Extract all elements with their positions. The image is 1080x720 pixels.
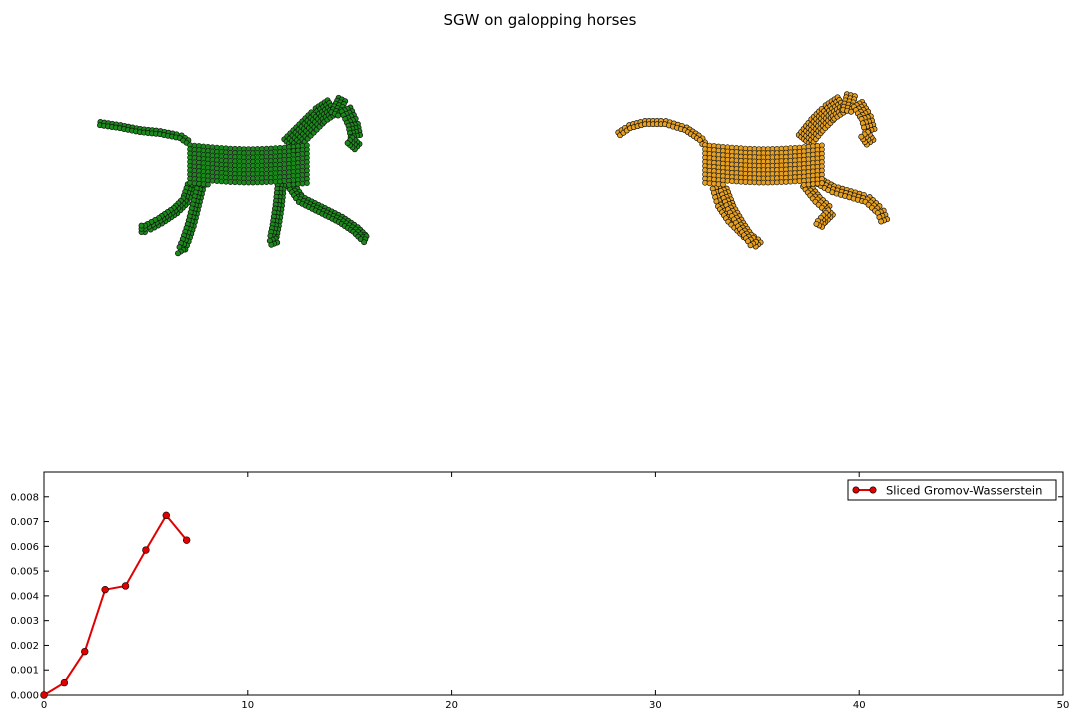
data-point [182, 536, 191, 544]
sgw-line-chart: 0 10 20 30 40 50 0.0000.0010.0020.0030.0040.0… [10, 471, 1070, 711]
horse-point [304, 180, 310, 186]
source-horse-points [97, 94, 370, 257]
horse-point [175, 250, 181, 257]
data-point [101, 585, 109, 594]
y-tick-label: 0.002 [10, 641, 39, 652]
x-tick-label: 40 [853, 700, 866, 711]
figure-title: SGW on galopping horses [443, 11, 637, 29]
y-tick-label: 0.007 [10, 517, 39, 528]
horse-point [138, 222, 145, 229]
y-tick-label: 0.004 [10, 591, 39, 602]
x-tick-label: 0 [41, 700, 47, 711]
legend: Sliced Gromov-Wasserstein [847, 479, 1057, 501]
data-point [121, 582, 130, 590]
horse-point [878, 218, 885, 225]
plot-frame [43, 471, 1064, 696]
horse-point [819, 180, 825, 186]
data-point [81, 647, 89, 656]
series-line [43, 513, 188, 696]
horse-point [848, 108, 855, 115]
y-axis: 0.000 0.001 0.002 0.003 0.004 0.005 0.006 0.007… [10, 492, 1063, 702]
horse-point [720, 181, 726, 188]
target-horse-points [615, 91, 891, 250]
y-tick-label: 0.008 [10, 492, 39, 503]
data-point [142, 546, 150, 554]
y-tick-label: 0.005 [10, 567, 39, 578]
horse-point [858, 133, 865, 140]
x-tick-label: 50 [1057, 700, 1070, 711]
x-axis: 0 10 20 30 40 50 [41, 472, 1070, 711]
y-tick-label: 0.001 [10, 666, 39, 677]
y-tick-label: 0.006 [10, 542, 39, 553]
horse-point [747, 242, 754, 249]
source-horse-scatter [97, 94, 370, 257]
legend-box [847, 479, 1057, 501]
data-point [162, 511, 170, 520]
series-layer [40, 511, 191, 699]
data-point [40, 691, 48, 699]
y-tick-label: 0.000 [10, 691, 39, 702]
horse-point [813, 220, 820, 227]
horse-point [344, 140, 351, 146]
x-tick-label: 30 [649, 700, 662, 711]
legend-marker-right [869, 486, 877, 494]
x-tick-label: 20 [445, 700, 458, 711]
horse-point [205, 181, 211, 188]
legend-label: Sliced Gromov-Wasserstein [886, 484, 1042, 498]
target-horse-scatter [615, 91, 891, 250]
horse-point [361, 239, 368, 246]
x-tick-label: 10 [241, 700, 254, 711]
legend-marker-left [852, 486, 860, 494]
y-tick-label: 0.003 [10, 616, 39, 627]
horse-point [268, 241, 275, 248]
data-point [60, 678, 69, 687]
